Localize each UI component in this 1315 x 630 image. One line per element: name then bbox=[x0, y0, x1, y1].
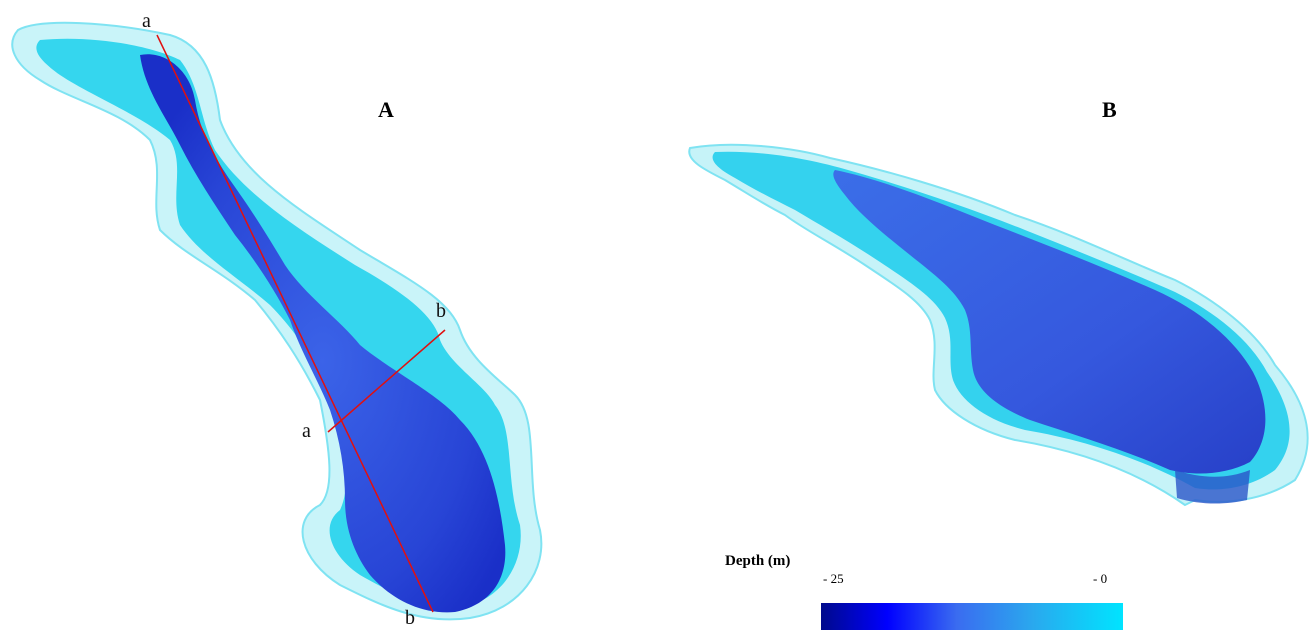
deep-lagoon-a bbox=[140, 54, 506, 613]
transect-point-b-bottom: b bbox=[405, 607, 415, 629]
transect-point-a-top: a bbox=[142, 10, 151, 32]
legend-max-label: - 0 bbox=[1093, 571, 1108, 586]
transect-b-b bbox=[327, 329, 446, 433]
transect-point-a-left: a bbox=[302, 420, 311, 442]
lagoon-wall-b bbox=[1175, 470, 1250, 504]
transect-a-a bbox=[156, 34, 434, 613]
bathymetry-3d-b bbox=[688, 143, 1309, 507]
map-panel-a: A a b a b bbox=[0, 0, 650, 630]
legend-min-label: - 25 bbox=[823, 571, 844, 586]
panel-label-a: A bbox=[378, 97, 394, 122]
map-panel-b: B Depth (m) - 25 - 0 bbox=[655, 0, 1315, 630]
bathymetry-map-a bbox=[11, 21, 543, 621]
deep-lagoon-b bbox=[833, 170, 1266, 474]
depth-color-bar bbox=[821, 603, 1123, 630]
panel-label-b: B bbox=[1102, 97, 1117, 122]
legend-title: Depth (m) bbox=[725, 553, 791, 569]
transect-point-b-right: b bbox=[436, 300, 446, 322]
